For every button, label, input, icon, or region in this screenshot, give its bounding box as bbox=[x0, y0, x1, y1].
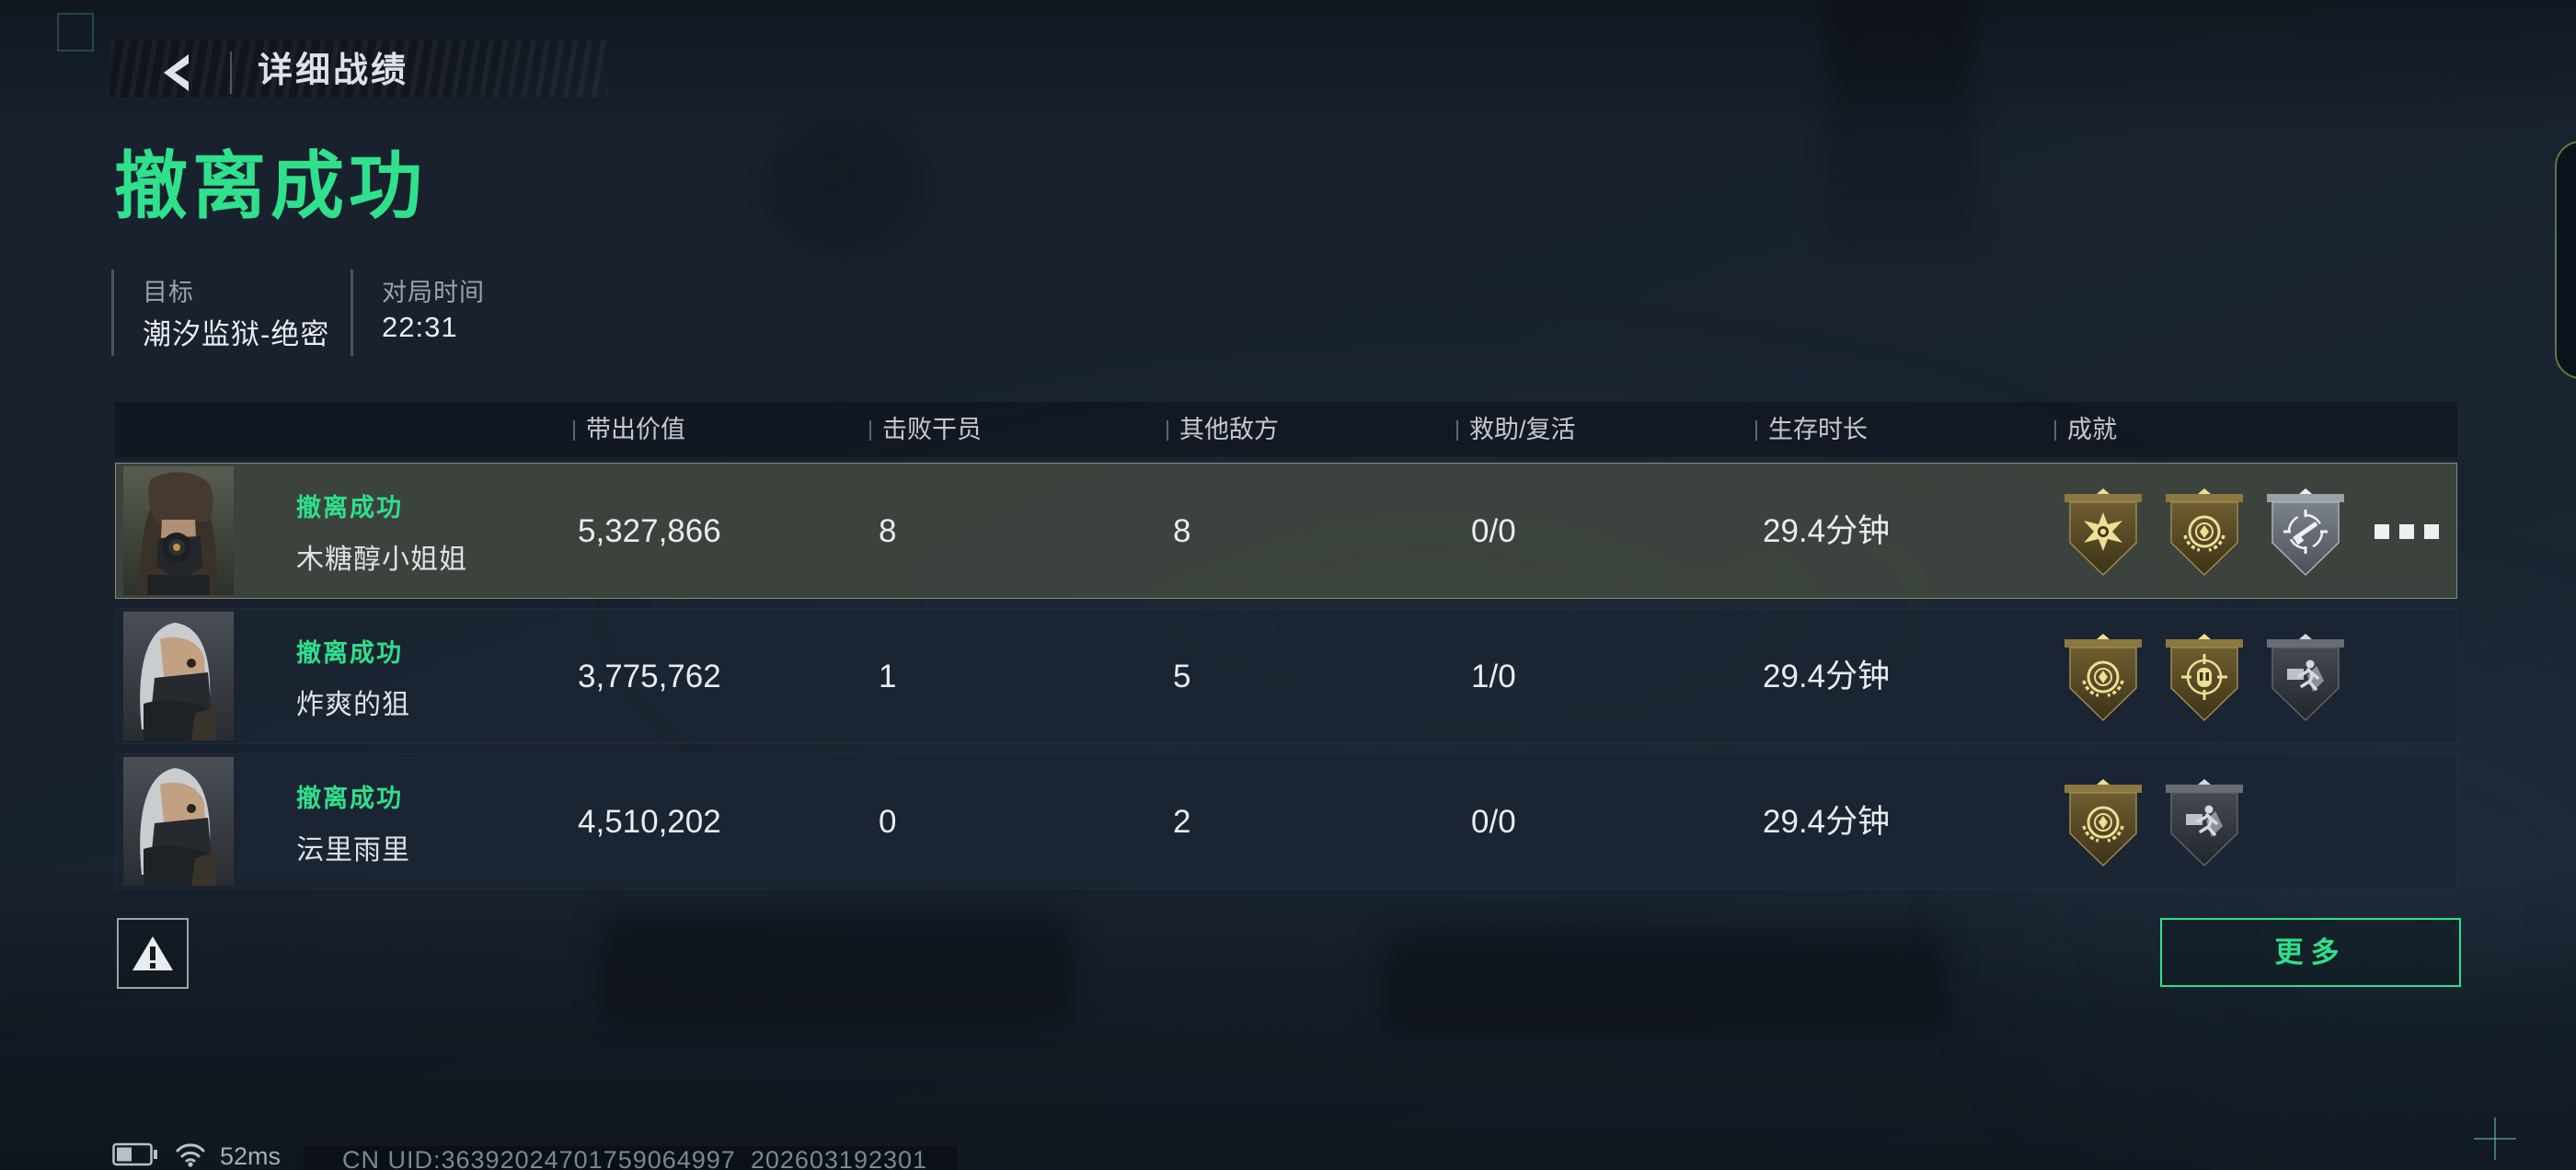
crosshair-decoration bbox=[2494, 1118, 2496, 1160]
badge-runner-icon[interactable] bbox=[2165, 776, 2244, 868]
more-options-button[interactable] bbox=[2375, 524, 2439, 539]
cell-defeated-operators: 0 bbox=[879, 804, 897, 840]
column-header-others: 其他敌方 bbox=[1167, 402, 1279, 457]
battery-icon bbox=[112, 1141, 158, 1170]
player-status: 撤离成功 bbox=[296, 784, 403, 812]
cell-extracted-value: 3,775,762 bbox=[578, 659, 721, 694]
tick-decoration bbox=[573, 420, 575, 441]
player-text-block: 撤离成功 炸爽的狙 bbox=[296, 609, 410, 745]
column-header-survival: 生存时长 bbox=[1755, 402, 1868, 457]
background-tower-silhouette bbox=[1826, 0, 1973, 248]
avatar bbox=[123, 757, 234, 886]
cell-other-enemies: 8 bbox=[1173, 513, 1191, 549]
header-hatched-strip bbox=[110, 40, 607, 98]
tick-decoration bbox=[1167, 420, 1168, 441]
player-name: 炸爽的狙 bbox=[296, 689, 410, 720]
column-header-achievements: 成就 bbox=[2054, 402, 2117, 457]
player-name: 木糖醇小姐姐 bbox=[296, 544, 467, 575]
table-row-player-2[interactable]: 撤离成功 炸爽的狙 3,775,762 1 5 1/0 29.4分钟 bbox=[115, 608, 2457, 744]
avatar bbox=[123, 612, 234, 740]
table-row-player-3[interactable]: 撤离成功 沄里雨里 4,510,202 0 2 0/0 29.4分钟 bbox=[115, 753, 2457, 889]
tick-decoration bbox=[1456, 420, 1458, 441]
info-divider bbox=[111, 270, 114, 356]
uid-strip-background bbox=[304, 1146, 957, 1170]
column-header-defeated: 击败干员 bbox=[869, 402, 982, 457]
cell-other-enemies: 5 bbox=[1173, 659, 1191, 694]
cell-rescue-revive: 0/0 bbox=[1471, 513, 1516, 549]
player-name: 沄里雨里 bbox=[296, 834, 410, 866]
badge-starburst-icon[interactable] bbox=[2064, 486, 2143, 578]
cell-extracted-value: 5,327,866 bbox=[578, 513, 721, 549]
badge-laurel-icon[interactable] bbox=[2064, 631, 2143, 723]
cell-extracted-value: 4,510,202 bbox=[578, 804, 721, 840]
badge-laurel-icon[interactable] bbox=[2064, 776, 2143, 868]
background-wreck-silhouette bbox=[1380, 929, 1950, 1030]
background-ground-shade bbox=[0, 865, 2576, 1170]
column-header-rescue: 救助/复活 bbox=[1456, 402, 1576, 457]
cell-survival-time: 29.4分钟 bbox=[1763, 659, 1891, 694]
more-button[interactable]: 更多 bbox=[2160, 918, 2461, 987]
cell-defeated-operators: 1 bbox=[879, 659, 897, 694]
tick-decoration bbox=[2054, 420, 2056, 441]
back-arrow-icon bbox=[164, 54, 189, 91]
table-row-player-1[interactable]: 撤离成功 木糖醇小姐姐 5,327,866 8 8 0/0 29.4分钟 bbox=[115, 463, 2457, 599]
warning-triangle-icon bbox=[132, 935, 173, 970]
uid-text: CN UID:36392024701759064997_202603192301 bbox=[342, 1146, 928, 1170]
latency-value: 52ms bbox=[220, 1142, 282, 1170]
objective-label: 目标 bbox=[143, 279, 194, 306]
achievement-badges bbox=[2064, 486, 2345, 578]
background-wreck-silhouette bbox=[598, 911, 1076, 1021]
achievement-badges bbox=[2064, 631, 2345, 723]
edge-assistant-handle[interactable] bbox=[2555, 141, 2576, 379]
tick-decoration bbox=[1755, 420, 1757, 441]
cell-survival-time: 29.4分钟 bbox=[1763, 513, 1891, 549]
cell-other-enemies: 2 bbox=[1173, 804, 1191, 840]
cell-rescue-revive: 1/0 bbox=[1471, 659, 1516, 694]
player-status: 撤离成功 bbox=[296, 493, 403, 522]
info-divider bbox=[351, 270, 353, 356]
player-text-block: 撤离成功 木糖醇小姐姐 bbox=[296, 464, 467, 600]
header-separator bbox=[230, 52, 232, 94]
player-text-block: 撤离成功 沄里雨里 bbox=[296, 754, 410, 890]
objective-value: 潮汐监狱-绝密 bbox=[143, 318, 330, 350]
corner-frame-decoration bbox=[57, 13, 94, 52]
badge-rifle-icon[interactable] bbox=[2266, 486, 2345, 578]
tick-decoration bbox=[869, 420, 871, 441]
achievement-badges bbox=[2064, 776, 2244, 868]
cell-defeated-operators: 8 bbox=[879, 513, 897, 549]
match-time-label: 对局时间 bbox=[382, 279, 485, 306]
page-breadcrumb-title: 详细战绩 bbox=[258, 52, 409, 90]
badge-runner-icon[interactable] bbox=[2266, 631, 2345, 723]
background-dish-silhouette bbox=[764, 120, 938, 258]
match-time-value: 22:31 bbox=[382, 311, 458, 343]
cell-rescue-revive: 0/0 bbox=[1471, 804, 1516, 840]
result-title: 撤离成功 bbox=[114, 145, 427, 227]
badge-mask-icon[interactable] bbox=[2165, 631, 2244, 723]
cell-survival-time: 29.4分钟 bbox=[1763, 804, 1891, 840]
avatar bbox=[123, 466, 234, 595]
report-warning-button[interactable] bbox=[117, 918, 189, 989]
wifi-icon bbox=[172, 1139, 209, 1170]
badge-laurel-icon[interactable] bbox=[2165, 486, 2244, 578]
player-status: 撤离成功 bbox=[296, 638, 403, 667]
back-button[interactable] bbox=[153, 50, 199, 96]
table-header-row: 带出价值 击败干员 其他敌方 救助/复活 生存时长 成就 bbox=[115, 402, 2457, 457]
column-header-value: 带出价值 bbox=[573, 402, 685, 457]
